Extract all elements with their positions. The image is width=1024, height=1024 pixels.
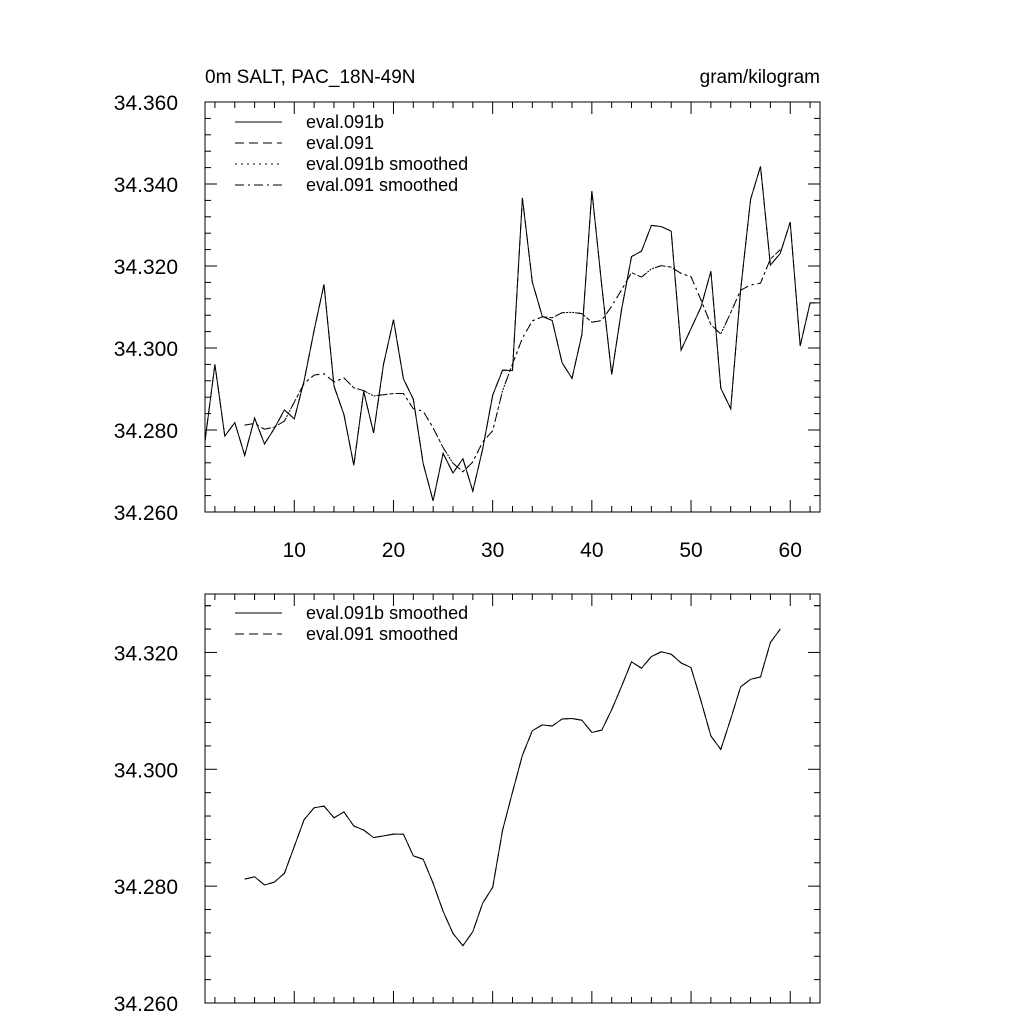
x-tick-label: 20 (382, 539, 405, 562)
series-line-1 (244, 628, 781, 947)
legend-label: eval.091 (306, 133, 374, 153)
y-tick-label: 34.320 (114, 642, 178, 665)
legend-label: eval.091 smoothed (306, 175, 458, 195)
units-label: gram/kilogram (700, 67, 820, 88)
series-line-1 (204, 166, 820, 502)
y-tick-label: 34.340 (114, 174, 178, 197)
plot-frame (204, 593, 821, 1004)
y-tick-label: 34.300 (114, 759, 178, 782)
y-tick-label: 34.360 (114, 92, 178, 115)
series-line-4 (244, 249, 781, 473)
x-tick-label: 50 (679, 539, 702, 562)
y-tick-label: 34.260 (114, 993, 178, 1016)
x-tick-label: 60 (779, 539, 802, 562)
bottom-panel: 34.260 34.280 34.300 34.320 eval.091b smooth… (114, 593, 821, 1016)
plot-frame (204, 101, 821, 513)
x-tick-label: 40 (580, 539, 603, 562)
y-tick-label: 34.300 (114, 338, 178, 361)
legend-label: eval.091b smoothed (306, 154, 468, 174)
legend-label: eval.091b smoothed (306, 603, 468, 623)
x-tick-label: 10 (283, 539, 306, 562)
chart-title: 0m SALT, PAC_18N-49N (205, 67, 416, 88)
top-panel: 10 20 30 40 50 60 34.260 34.280 34.300 34.320 34.3… (114, 92, 821, 562)
series-line-2 (244, 628, 781, 947)
legend-label: eval.091b (306, 112, 384, 132)
y-tick-label: 34.280 (114, 876, 178, 899)
legend-label: eval.091 smoothed (306, 624, 458, 644)
x-tick-label: 30 (481, 539, 504, 562)
y-tick-label: 34.260 (114, 502, 178, 525)
series-line-2 (204, 166, 820, 502)
y-tick-label: 34.320 (114, 256, 178, 279)
series-line-3 (244, 249, 781, 473)
y-tick-label: 34.280 (114, 420, 178, 443)
